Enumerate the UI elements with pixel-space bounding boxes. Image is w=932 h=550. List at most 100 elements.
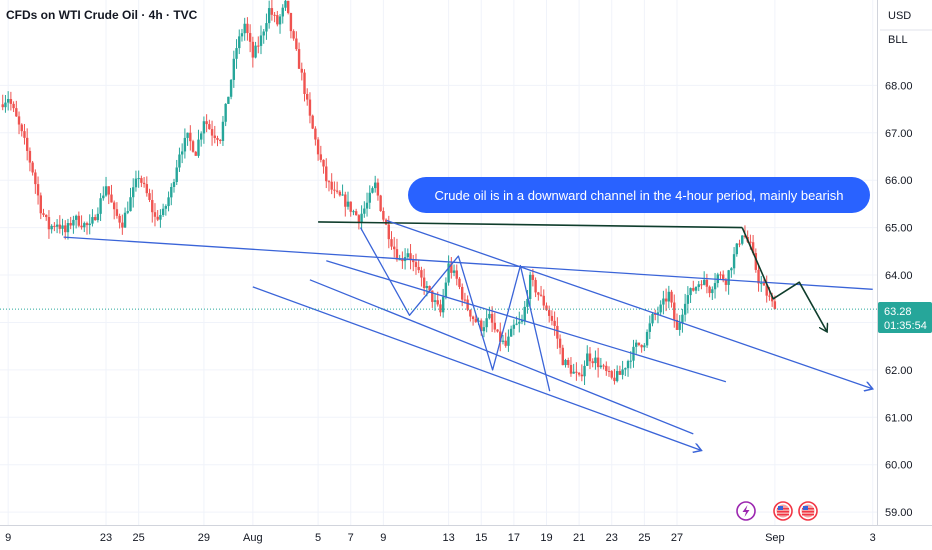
- candle-body: [153, 212, 157, 217]
- candle-body: [352, 211, 355, 213]
- candle-body: [520, 320, 524, 322]
- candle-body: [55, 224, 59, 227]
- channel-line[interactable]: [386, 219, 873, 389]
- time-tick-label: 25: [133, 532, 145, 544]
- unit-label[interactable]: BLL: [888, 34, 908, 46]
- candle-body: [164, 206, 168, 209]
- candle-body: [132, 187, 135, 198]
- price-tick-label: 64.00: [885, 270, 913, 282]
- candle-body: [325, 166, 328, 182]
- callout-note[interactable]: Crude oil is in a downward channel in th…: [408, 177, 870, 213]
- time-tick-label: 19: [540, 532, 552, 544]
- symbol-title[interactable]: CFDs on WTI Crude Oil · 4h · TVC: [6, 8, 198, 22]
- candle-body: [238, 36, 241, 49]
- candle-body: [588, 353, 592, 362]
- candle-body: [436, 300, 439, 305]
- candle-body: [4, 102, 7, 108]
- candle-body: [371, 188, 374, 193]
- candle-body: [91, 217, 94, 224]
- candle-body: [189, 132, 192, 142]
- channel-line[interactable]: [326, 260, 727, 383]
- candle-body: [273, 14, 276, 16]
- channel-line[interactable]: [309, 279, 694, 435]
- candle-body: [64, 225, 67, 233]
- projection-line[interactable]: [741, 227, 827, 332]
- lightning-event-icon[interactable]: [736, 501, 756, 521]
- candle-body: [730, 268, 733, 271]
- candle-body: [561, 347, 564, 366]
- candle-body: [6, 98, 10, 103]
- candle-body: [654, 313, 657, 315]
- candle-body: [504, 340, 507, 346]
- candle-body: [363, 208, 366, 214]
- trend-line[interactable]: [63, 236, 873, 290]
- candle-body: [137, 178, 140, 180]
- candle-body: [39, 195, 42, 214]
- currency-label[interactable]: USD: [888, 10, 911, 22]
- candle-body: [496, 329, 499, 332]
- time-tick-label: 3: [870, 532, 876, 544]
- candle-body: [276, 15, 279, 25]
- candle-body: [572, 371, 575, 374]
- candle-body: [88, 223, 91, 226]
- candle-body: [96, 213, 100, 221]
- candle-body: [107, 186, 110, 195]
- candle-body: [422, 277, 426, 289]
- candle-body: [460, 286, 464, 300]
- price-tick-label: 65.00: [885, 223, 913, 235]
- resistance-line[interactable]: [318, 221, 743, 229]
- candle-body: [705, 279, 709, 287]
- time-tick-label: 23: [606, 532, 618, 544]
- candle-body: [463, 299, 467, 301]
- candle-body: [23, 131, 26, 138]
- channel-line[interactable]: [252, 286, 702, 451]
- candle-body: [711, 289, 714, 294]
- time-tick-label: 21: [573, 532, 585, 544]
- candle-body: [118, 215, 121, 223]
- candle-body: [12, 103, 15, 109]
- candle-body: [762, 283, 766, 286]
- candle-body: [36, 184, 40, 196]
- candle-body: [216, 137, 219, 140]
- price-axis[interactable]: 59.0060.0061.0062.0063.0064.0065.0066.00…: [885, 80, 913, 519]
- candle-body: [539, 294, 543, 296]
- candle-body: [278, 16, 282, 25]
- us-flag-event-icon[interactable]: [773, 501, 793, 521]
- candle-body: [735, 243, 738, 255]
- time-tick-label: 9: [5, 532, 11, 544]
- time-axis[interactable]: 9 23 25 29 Aug 5 7 9 13 15 17 19 21 23 25 27 Sep 3: [5, 532, 876, 544]
- us-flag-event-icon-2[interactable]: [798, 501, 818, 521]
- candle-body: [727, 270, 730, 285]
- candle-body: [145, 184, 149, 194]
- candle-body: [501, 340, 505, 342]
- candle-body: [683, 303, 687, 315]
- candle-body: [322, 159, 325, 167]
- candle-body: [618, 371, 622, 375]
- candle-body: [420, 270, 423, 278]
- grid-lines: [0, 0, 877, 525]
- candle-body: [452, 270, 456, 273]
- candle-body: [129, 197, 132, 212]
- candle-body: [670, 291, 673, 303]
- candle-body: [569, 364, 573, 374]
- candle-body: [395, 249, 399, 260]
- candle-body: [156, 216, 159, 220]
- candle-body: [751, 242, 755, 254]
- candle-body: [31, 162, 34, 173]
- candle-body: [713, 283, 717, 290]
- candle-body: [202, 121, 206, 134]
- zigzag-line[interactable]: [359, 227, 551, 392]
- candle-body: [267, 8, 271, 24]
- candle-body: [485, 318, 488, 328]
- candle-body: [673, 302, 676, 320]
- candle-body: [20, 124, 23, 132]
- candle-body: [637, 342, 641, 345]
- candle-body: [697, 284, 700, 288]
- candle-body: [300, 68, 303, 73]
- drawing-annotations: [63, 219, 873, 451]
- candle-body: [227, 96, 230, 104]
- time-tick-label: 13: [442, 532, 454, 544]
- bar-countdown: 01:35:54: [884, 320, 927, 332]
- candle-body: [398, 259, 401, 261]
